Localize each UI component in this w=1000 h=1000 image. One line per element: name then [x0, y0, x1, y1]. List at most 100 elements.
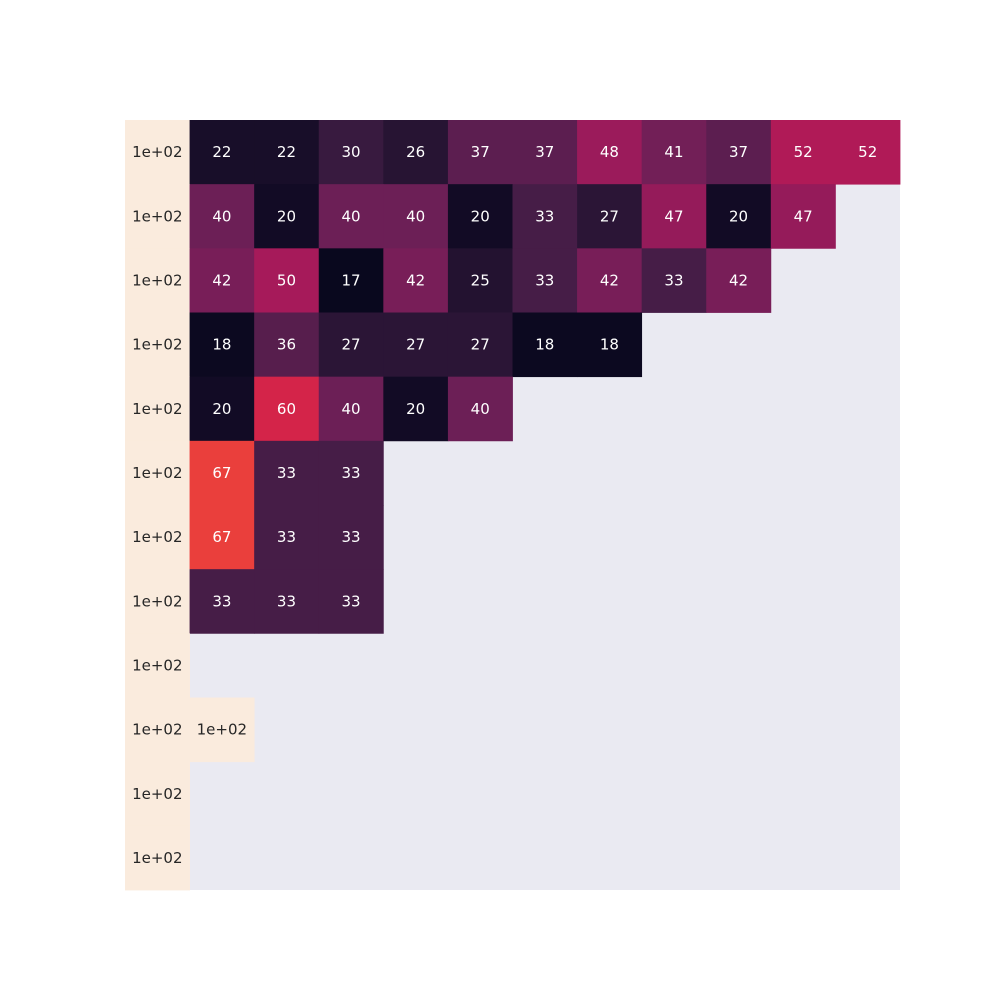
heatmap-cell: [512, 312, 578, 378]
heatmap-cell-label: 52: [794, 143, 813, 161]
heatmap-cell-label: 1e+02: [132, 721, 182, 739]
heatmap-cell-label: 20: [212, 400, 231, 418]
heatmap-cell: [189, 184, 255, 249]
heatmap-cell: [254, 376, 320, 442]
heatmap-cell-label: 37: [729, 143, 748, 161]
heatmap-cell: [641, 184, 707, 249]
heatmap-cell-label: 41: [664, 143, 683, 161]
heatmap-cell: [125, 761, 190, 827]
heatmap-cell: [383, 184, 449, 249]
heatmap-cell-label: 67: [212, 464, 231, 482]
heatmap-cell: [383, 312, 449, 378]
heatmap-cell: [125, 312, 190, 378]
heatmap-cell: [577, 184, 643, 249]
heatmap-cell: [254, 248, 320, 313]
heatmap-cell-label: 1e+02: [197, 721, 247, 739]
heatmap-cell-label: 27: [471, 336, 490, 354]
heatmap-cell-label: 60: [277, 400, 296, 418]
heatmap-cell-label: 20: [471, 207, 490, 225]
heatmap-cell-label: 1e+02: [132, 656, 182, 674]
heatmap-cell: [254, 120, 320, 185]
heatmap-cell: [383, 376, 449, 442]
heatmap-cell: [254, 505, 320, 570]
heatmap-cell-label: 40: [406, 207, 425, 225]
heatmap-cell: [641, 120, 707, 185]
heatmap-cell: [512, 248, 578, 313]
heatmap-cell: [189, 376, 255, 442]
heatmap-cell-label: 47: [664, 207, 683, 225]
heatmap-cell: [577, 120, 643, 185]
heatmap-cell: [447, 376, 513, 442]
heatmap-cell-label: 18: [535, 336, 554, 354]
heatmap-cell-label: 33: [212, 592, 231, 610]
heatmap-cells: [125, 120, 901, 891]
heatmap-cell-label: 33: [277, 592, 296, 610]
heatmap-cell: [125, 505, 190, 570]
heatmap-cell-label: 27: [406, 336, 425, 354]
heatmap-cell: [318, 312, 384, 378]
heatmap-cell: [318, 376, 384, 442]
heatmap-cell-label: 33: [341, 464, 360, 482]
heatmap-cell: [383, 248, 449, 313]
heatmap-cell: [318, 569, 384, 634]
heatmap-cell-label: 33: [341, 592, 360, 610]
heatmap-cell: [706, 184, 772, 249]
heatmap-cell-label: 33: [664, 271, 683, 289]
heatmap-cell-label: 40: [471, 400, 490, 418]
heatmap-cell-label: 50: [277, 271, 296, 289]
heatmap-cell-label: 1e+02: [132, 464, 182, 482]
heatmap-cell-label: 20: [277, 207, 296, 225]
heatmap-cell: [254, 569, 320, 634]
heatmap-cell-label: 1e+02: [132, 592, 182, 610]
heatmap-cell: [383, 120, 449, 185]
heatmap-cell-label: 22: [212, 143, 231, 161]
heatmap-cell: [254, 312, 320, 378]
heatmap-cell-label: 47: [794, 207, 813, 225]
heatmap-cell: [254, 440, 320, 506]
heatmap-cell: [835, 120, 901, 185]
heatmap-cell-label: 42: [406, 271, 425, 289]
heatmap-cell-label: 48: [600, 143, 619, 161]
heatmap-cell-label: 33: [535, 207, 554, 225]
heatmap-cell: [189, 248, 255, 313]
heatmap-cell-label: 1e+02: [132, 849, 182, 867]
heatmap-cell-label: 1e+02: [132, 207, 182, 225]
heatmap-cell: [189, 120, 255, 185]
heatmap-cell: [318, 120, 384, 185]
heatmap-cell-label: 40: [212, 207, 231, 225]
heatmap-cell-label: 42: [212, 271, 231, 289]
heatmap-cell: [125, 569, 190, 634]
heatmap-cell-label: 25: [471, 271, 490, 289]
heatmap-cell: [189, 440, 255, 506]
heatmap-cell-label: 40: [341, 207, 360, 225]
heatmap-cell: [577, 312, 643, 378]
heatmap-cell: [447, 120, 513, 185]
heatmap-cell: [447, 248, 513, 313]
heatmap-cell: [189, 505, 255, 570]
heatmap-cell-label: 37: [535, 143, 554, 161]
heatmap-cell-label: 40: [341, 400, 360, 418]
heatmap-cell: [125, 248, 190, 313]
heatmap-cell: [318, 248, 384, 313]
heatmap-cell-label: 22: [277, 143, 296, 161]
heatmap-cell-label: 1e+02: [132, 143, 182, 161]
heatmap-cell: [189, 312, 255, 378]
heatmap-labels: 1e+02 22 22 30 26 37 37 48 41 37 52 52 1e+02 40 20 40 40…: [132, 143, 877, 867]
heatmap-cell-label: 42: [600, 271, 619, 289]
heatmap-cell: [512, 184, 578, 249]
heatmap-cell-label: 20: [729, 207, 748, 225]
heatmap-cell-label: 1e+02: [132, 271, 182, 289]
heatmap-cell-label: 37: [471, 143, 490, 161]
heatmap-cell: [125, 825, 190, 891]
heatmap-cell-label: 52: [858, 143, 877, 161]
heatmap-cell: [125, 633, 190, 698]
heatmap-cell-label: 67: [212, 528, 231, 546]
heatmap-cell-label: 1e+02: [132, 336, 182, 354]
heatmap-cell: [447, 184, 513, 249]
heatmap-cell-label: 42: [729, 271, 748, 289]
heatmap-cell: [641, 248, 707, 313]
heatmap-cell-label: 1e+02: [132, 785, 182, 803]
heatmap-cell: [318, 440, 384, 506]
heatmap-cell: [125, 376, 190, 442]
heatmap-cell-label: 1e+02: [132, 400, 182, 418]
